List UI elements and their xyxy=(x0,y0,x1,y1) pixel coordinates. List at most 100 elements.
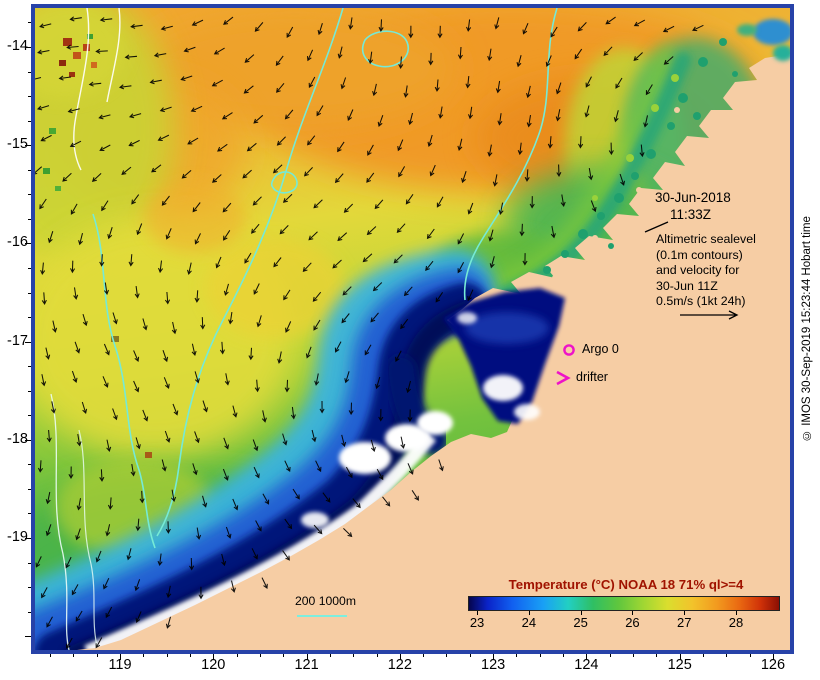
lon-tick-label: 122 xyxy=(387,657,412,673)
lat-tick-mark xyxy=(25,636,31,638)
lat-tick-mark xyxy=(25,341,31,343)
lat-tick-mark xyxy=(28,464,31,466)
lon-tick-mark xyxy=(423,654,425,657)
lat-tick-label: -14 xyxy=(7,38,28,54)
lon-tick-mark xyxy=(236,654,238,657)
land-mass xyxy=(77,54,790,650)
colorbar-tick-mark xyxy=(736,611,737,615)
lon-tick-label: 120 xyxy=(201,657,226,673)
lat-tick-mark xyxy=(25,439,31,441)
annotation-marks xyxy=(297,221,739,617)
lon-tick-mark xyxy=(50,654,52,657)
lon-tick-mark xyxy=(633,654,635,657)
lon-tick-mark xyxy=(120,654,121,660)
lat-tick-mark xyxy=(28,292,31,294)
lat-tick-mark xyxy=(28,22,31,24)
lon-tick-mark xyxy=(96,654,98,657)
colorbar-ticks: 23 24 25 26 27 28 xyxy=(468,611,780,633)
lat-tick-mark xyxy=(28,71,31,73)
lon-tick-label: 121 xyxy=(294,657,319,673)
colorbar-tick-label: 26 xyxy=(625,615,640,630)
colorbar-title: Temperature (°C) NOAA 18 71% ql>=4 xyxy=(508,577,744,592)
lon-tick-label: 124 xyxy=(574,657,599,673)
lon-tick-mark xyxy=(726,654,728,657)
lon-tick-label: 126 xyxy=(760,657,786,673)
lat-tick-label: -17 xyxy=(7,332,28,349)
lon-tick-mark xyxy=(306,654,308,660)
lat-tick-mark xyxy=(28,562,31,564)
date-line2: 11:33Z xyxy=(670,207,712,222)
colorbar-tick-mark xyxy=(632,611,634,615)
map-frame: 30-Jun-2018 11:33Z Altimetric sealevel (0… xyxy=(31,4,794,654)
altimetric-note: Altimetric sealevel (0.1m contours) and ve… xyxy=(656,232,756,310)
lon-tick-label: 125 xyxy=(667,657,692,673)
lon-tick-mark xyxy=(469,654,471,657)
lon-tick-mark xyxy=(516,654,518,657)
altimetric-note-line: 30-Jun 11Z xyxy=(656,278,718,293)
lat-tick-mark xyxy=(28,218,31,220)
lon-tick-mark xyxy=(772,654,774,660)
argo-marker xyxy=(563,344,575,356)
altimetric-note-line: and velocity for xyxy=(656,263,740,277)
colorbar-tick-label: 23 xyxy=(469,615,485,630)
white-contours xyxy=(50,8,121,650)
lon-tick-mark xyxy=(586,654,588,660)
date-line1: 30-Jun-2018 xyxy=(655,190,731,205)
lat-tick-mark xyxy=(28,488,31,490)
lat-tick-mark xyxy=(28,513,31,515)
lat-tick-mark xyxy=(25,243,31,245)
lat-tick-mark xyxy=(28,96,31,98)
lat-tick-mark xyxy=(28,366,31,368)
altimetric-note-line: (0.1m contours) xyxy=(656,247,743,262)
argo-float-label: Argo 0 xyxy=(582,342,619,356)
lat-tick-mark xyxy=(28,611,31,613)
lat-tick-mark xyxy=(28,587,31,589)
lat-tick-mark xyxy=(28,415,31,417)
contour-loop-small xyxy=(270,171,298,194)
lat-tick-mark xyxy=(28,267,31,269)
colorbar-tick-label: 24 xyxy=(521,615,537,630)
lat-tick-mark xyxy=(28,317,31,319)
drifter-label: drifter xyxy=(576,370,608,384)
contour-line xyxy=(92,213,156,549)
lon-tick-label: 123 xyxy=(481,657,506,673)
depth-legend-label: 200 1000m xyxy=(295,594,356,608)
lon-tick-mark xyxy=(143,654,145,657)
lon-tick-mark xyxy=(563,654,565,657)
lon-tick-mark xyxy=(166,654,168,657)
altimetric-note-line: Altimetric sealevel xyxy=(656,232,756,246)
velocity-scale-arrow xyxy=(680,310,739,320)
lon-tick-mark xyxy=(376,654,378,657)
copyright-text: © IMOS 30-Sep-2019 15:23:44 Hobart time xyxy=(801,216,813,442)
contour-line xyxy=(463,8,558,301)
lon-tick-mark xyxy=(353,654,355,657)
colorbar-tick-mark xyxy=(477,611,479,615)
colorbar-tick-label: 27 xyxy=(676,615,692,630)
colorbar-tick-label: 25 xyxy=(573,615,588,630)
bay-water xyxy=(443,288,565,424)
colorbar-tick-mark xyxy=(684,611,686,615)
lon-tick-mark xyxy=(609,654,611,657)
lon-tick-mark xyxy=(329,654,331,657)
lon-tick-mark xyxy=(259,654,261,657)
lat-tick-mark xyxy=(28,120,31,122)
lat-tick-mark xyxy=(28,194,31,196)
lat-tick-label: -15 xyxy=(7,136,28,153)
date-annotation: 30-Jun-2018 11:33Z xyxy=(655,189,731,223)
lat-tick-label: -19 xyxy=(7,529,28,545)
colorbar-tick-mark xyxy=(580,611,582,615)
lon-tick-mark xyxy=(399,654,401,660)
map-canvas xyxy=(35,8,790,650)
lat-tick-label: -18 xyxy=(7,430,28,447)
lat-tick-mark xyxy=(25,47,31,48)
lon-tick-mark xyxy=(749,654,751,657)
lon-tick-mark xyxy=(73,654,75,657)
sealevel-contours xyxy=(92,8,558,549)
island-flecks xyxy=(43,19,790,458)
lat-tick-mark xyxy=(25,538,31,539)
colorbar-tick-label: 28 xyxy=(728,615,744,630)
contour-line xyxy=(156,8,344,537)
lat-tick-mark xyxy=(25,145,31,147)
contour-loop xyxy=(361,30,410,68)
velocity-arrows xyxy=(35,16,704,649)
